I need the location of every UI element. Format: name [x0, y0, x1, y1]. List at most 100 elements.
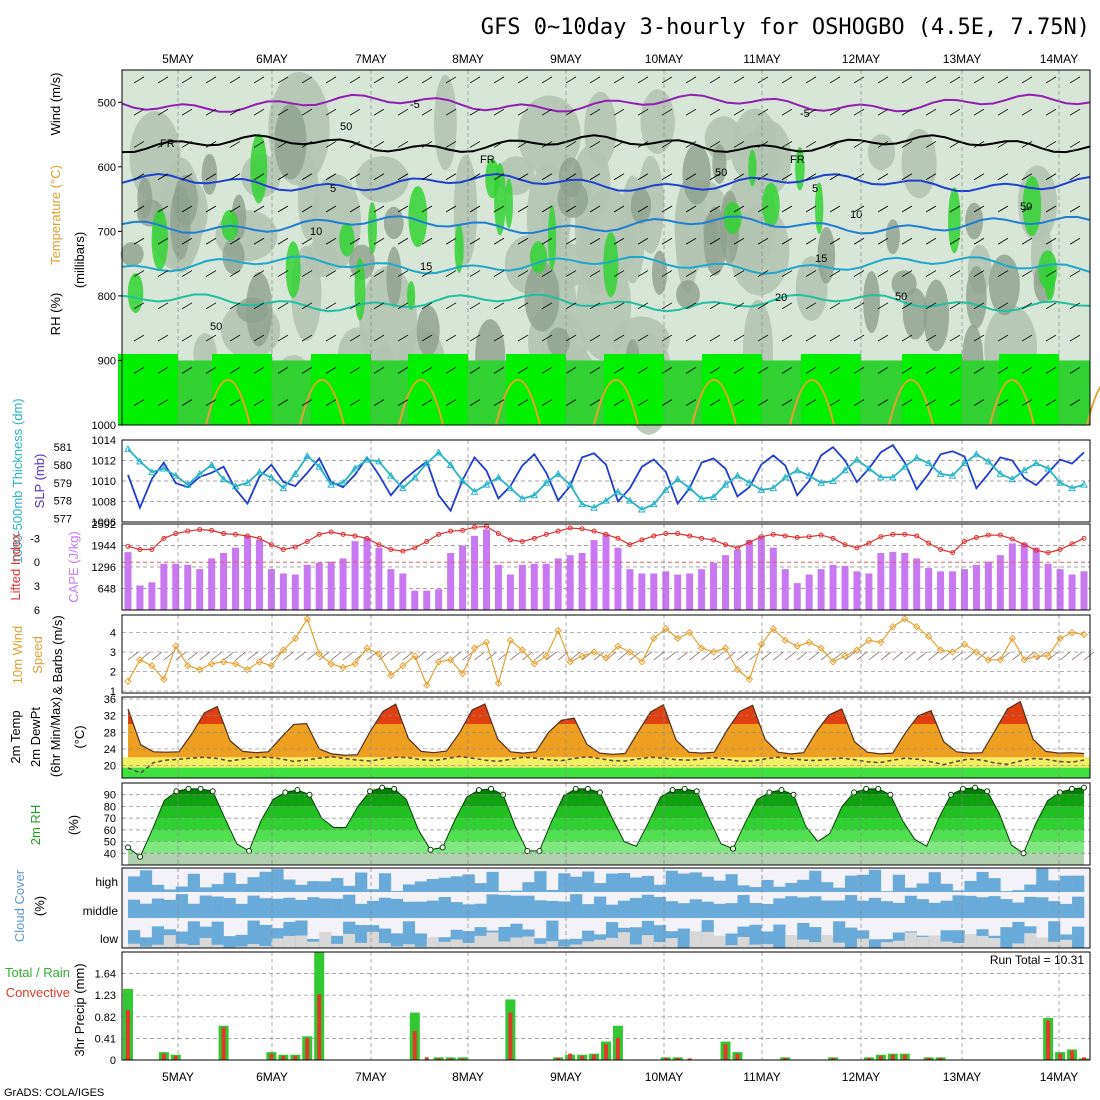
cloud-bar: [1000, 927, 1013, 948]
wind-barb: [589, 141, 601, 148]
lifted-index-point: [424, 539, 430, 545]
precip-convective-bar: [173, 1055, 178, 1060]
wind-barb: [829, 270, 841, 277]
rh-axis-label: RH (%): [48, 293, 63, 336]
cloud-low-bar: [1048, 941, 1061, 948]
temp-tick-label: 36: [104, 694, 116, 706]
rh-saturated-layer: [902, 354, 962, 425]
cape-bar: [889, 551, 897, 610]
cloud-low-bar: [570, 944, 583, 948]
rh-blob-dark: [386, 246, 402, 308]
wind-speed-point: [542, 652, 550, 660]
cloud-bar: [175, 894, 188, 918]
wind-barb: [469, 173, 481, 181]
cloud-bar: [390, 898, 404, 918]
wind-barb-10m: [617, 651, 629, 661]
wind-barb: [1069, 399, 1081, 406]
thickness-point: [745, 478, 754, 486]
thickness-point: [136, 457, 144, 465]
rh-blob-dark: [817, 227, 836, 284]
cloud-bar: [761, 904, 774, 918]
wind-barb: [397, 302, 409, 310]
lifted-index-point: [973, 535, 979, 541]
rh2m-axis-label-2: (%): [66, 815, 81, 835]
temp-line: [127, 700, 1085, 756]
lifted-index-point: [985, 532, 991, 538]
wind-speed-point: [1068, 628, 1076, 637]
temp-tick-label: 32: [104, 711, 116, 723]
cloud-bar: [510, 890, 523, 892]
wind-barb: [541, 237, 553, 245]
wind-barb: [229, 367, 241, 374]
wind-barb: [1045, 173, 1057, 181]
wind-barb: [565, 334, 577, 342]
lifted-index-point: [221, 531, 227, 537]
thickness-point: [590, 503, 598, 511]
thickness-point: [853, 455, 861, 463]
rh-blob-mid: [675, 177, 700, 293]
lifted-index-point: [758, 534, 764, 540]
wind-barb: [229, 237, 241, 245]
surface-isotherm-bulge: [888, 378, 934, 426]
cloud-bar: [235, 903, 248, 918]
wind-barb: [421, 76, 433, 84]
wind-barb: [325, 76, 337, 84]
wind-barb: [925, 76, 937, 84]
rh-point: [1056, 789, 1063, 796]
wind-barb: [757, 76, 769, 84]
wind-barb: [781, 270, 793, 277]
wind-barb: [325, 173, 337, 181]
wind-barb: [253, 270, 265, 277]
wind-barb: [541, 205, 553, 213]
cloud-axis-label-1: Cloud Cover: [12, 869, 27, 942]
wind-barb: [421, 108, 433, 116]
wind-barb: [829, 334, 841, 342]
wind-barb: [469, 141, 481, 148]
precip-tick-label: 1.64: [95, 969, 116, 981]
cloud-bar: [880, 901, 894, 918]
cape-bar: [136, 585, 144, 610]
thickness-point: [279, 484, 288, 492]
wind-barb: [157, 76, 169, 84]
cloud-bar: [713, 880, 726, 892]
rh-blob-green: [795, 146, 805, 191]
wind-speed-point: [626, 648, 634, 656]
thickness-point: [434, 448, 443, 456]
wind-barb: [877, 76, 889, 84]
wind-barb: [133, 141, 145, 148]
cloud-low-bar: [594, 939, 607, 948]
wind-barb: [613, 205, 625, 213]
rh-blob-dark: [712, 144, 727, 185]
wind-barb: [925, 108, 937, 116]
wind-barb: [757, 205, 769, 213]
slp-tick-label: 1010: [92, 476, 116, 488]
wind-barb: [925, 205, 937, 213]
cloud-bar: [546, 900, 559, 918]
cloud-low-bar: [163, 935, 177, 948]
rh-blob-dark: [676, 280, 700, 309]
temperature-axis-label: Temperature (°C): [48, 165, 63, 265]
precip-tick-label: 1.23: [95, 990, 116, 1002]
panel-frame: [121, 614, 1091, 694]
rh-blob-mid: [640, 89, 675, 155]
cloud-bar: [582, 904, 595, 918]
rh-tick-label: 50: [104, 837, 116, 849]
rh-point: [439, 844, 446, 851]
thickness-point: [124, 444, 132, 452]
rh-band: [128, 806, 1084, 819]
wind-speed-point: [912, 622, 921, 631]
wind-speed-point: [291, 634, 300, 643]
wind-speed-point: [375, 650, 383, 658]
date-label-bottom: 8MAY: [452, 1070, 484, 1084]
wind-barb: [613, 237, 625, 245]
cloud-low-bar: [606, 937, 619, 948]
cloud-bar: [617, 900, 631, 918]
cloud-low-bar: [641, 935, 655, 948]
wind-barb: [445, 76, 457, 84]
wind-barb: [373, 205, 385, 213]
wind-barb: [637, 302, 649, 310]
rh-point: [1081, 784, 1087, 791]
wind-speed-point: [1056, 634, 1064, 643]
thickness-point: [626, 496, 634, 504]
cloud-bar: [988, 896, 1001, 918]
